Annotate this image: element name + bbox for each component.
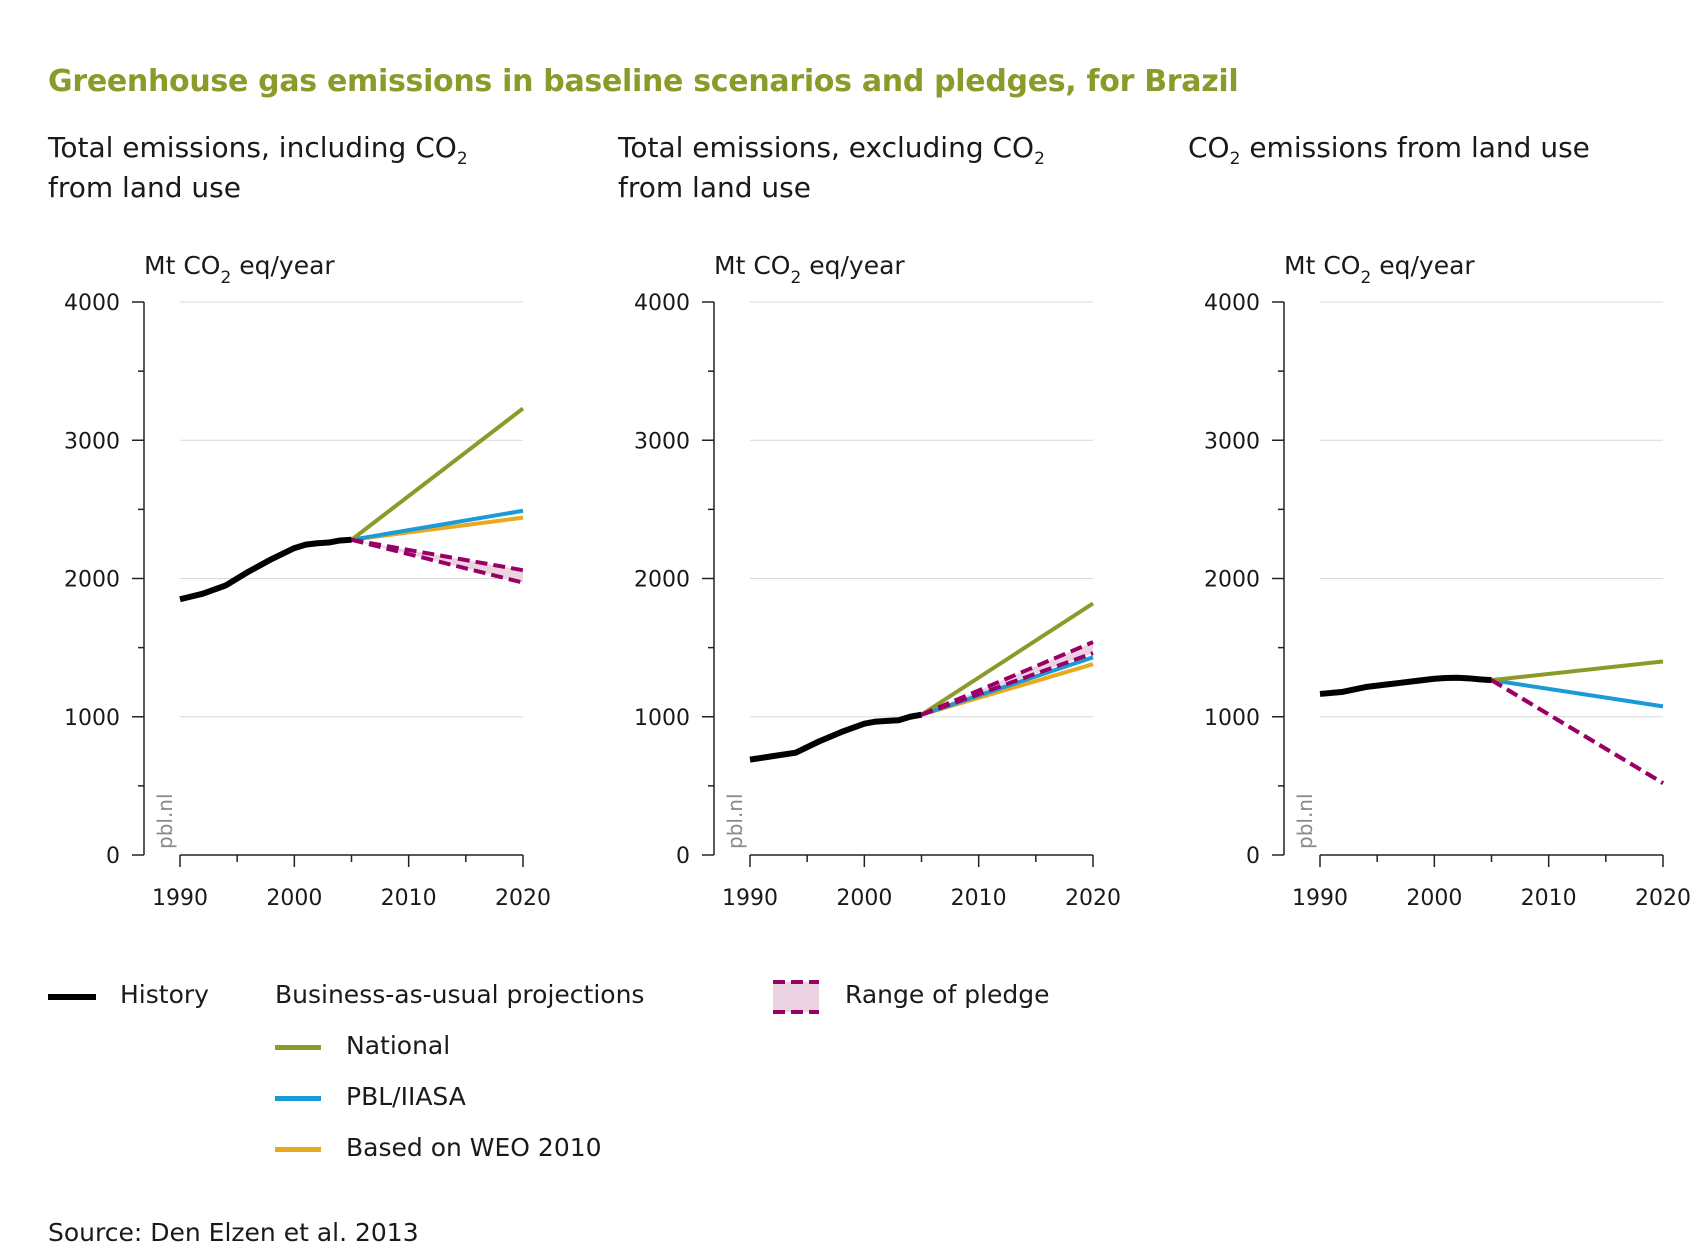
y-tick-label: 1000: [64, 706, 120, 731]
y-tick-label: 1000: [634, 706, 690, 731]
legend-national-swatch: [275, 1045, 321, 1050]
x-tick-label: 2020: [1065, 886, 1121, 911]
x-tick-label: 1990: [152, 886, 208, 911]
legend-weo: Based on WEO 2010: [346, 1133, 602, 1162]
series-national: [1491, 659, 1664, 683]
series-pbl-iiasa: [351, 508, 524, 542]
legend-pbl-swatch: [275, 1096, 321, 1101]
x-tick-label: 2000: [1406, 886, 1462, 911]
x-tick-label: 1990: [722, 886, 778, 911]
panel-title-3-sub: 2: [1229, 149, 1241, 169]
panel-title-1-pre: Total emissions, including CO: [48, 131, 457, 164]
y-axis-label: Mt CO2 eq/year: [1284, 251, 1475, 288]
y-tick-label: 4000: [634, 291, 690, 316]
y-tick-label: 3000: [634, 429, 690, 454]
series-history: [1319, 674, 1492, 697]
panel-title-2-post: from land use: [618, 171, 811, 204]
y-tick-label: 2000: [64, 568, 120, 593]
x-tick-label: 2000: [266, 886, 322, 911]
y-tick-label: 0: [676, 844, 690, 869]
panel-title-2-pre: Total emissions, excluding CO: [618, 131, 1035, 164]
legend-pbl-iiasa: PBL/IIASA: [346, 1082, 466, 1111]
panel-title-1: Total emissions, including CO2 from land…: [48, 128, 468, 208]
y-tick-label: 0: [106, 844, 120, 869]
legend-bau-heading: Business-as-usual projections: [275, 980, 645, 1009]
source-note: Source: Den Elzen et al. 2013: [48, 1218, 419, 1247]
legend-weo-swatch: [275, 1147, 321, 1152]
panel-title-3-pre: CO: [1188, 131, 1230, 164]
legend-pledge-swatch: [773, 980, 819, 1014]
y-tick-label: 1000: [1204, 706, 1260, 731]
legend-history-swatch: [48, 994, 96, 1000]
watermark: pbl.nl: [153, 793, 177, 849]
watermark: pbl.nl: [723, 793, 747, 849]
x-tick-label: 2010: [381, 886, 437, 911]
y-tick-label: 3000: [1204, 429, 1260, 454]
x-tick-label: 2010: [1521, 886, 1577, 911]
panel-title-2: Total emissions, excluding CO2 from land…: [618, 128, 1045, 208]
y-tick-label: 2000: [1204, 568, 1260, 593]
chart-panel-3: 0 1000 2000 3000 4000 1990 2000 2010 2020 Mt CO2 …: [1204, 251, 1691, 911]
y-tick-label: 4000: [64, 291, 120, 316]
pledge-upper: [351, 537, 524, 573]
series-history: [179, 536, 352, 603]
legend-national: National: [346, 1031, 451, 1060]
pledge-upper: [920, 640, 1094, 717]
x-tick-label: 2020: [1635, 886, 1691, 911]
y-tick-label: 4000: [1204, 291, 1260, 316]
y-tick-label: 0: [1246, 844, 1260, 869]
watermark: pbl.nl: [1293, 793, 1317, 849]
x-tick-label: 1990: [1292, 886, 1348, 911]
pledge-lower: [351, 537, 524, 585]
legend-history: History: [120, 980, 209, 1009]
pledge-lower: [920, 651, 1094, 717]
y-tick-label: 2000: [634, 568, 690, 593]
x-tick-label: 2020: [495, 886, 551, 911]
series-national: [920, 601, 1095, 717]
chart-panel-2: 0 1000 2000 3000 4000 1990 2000 2010 2020 Mt CO2 …: [634, 251, 1121, 911]
x-tick-label: 2000: [836, 886, 892, 911]
pledge-lower: [1490, 678, 1665, 785]
series-national: [350, 406, 525, 542]
panel-title-1-sub: 2: [456, 149, 468, 169]
x-tick-label: 2010: [951, 886, 1007, 911]
panel-title-3-post: emissions from land use: [1240, 131, 1590, 164]
panel-title-2-sub: 2: [1034, 149, 1045, 169]
panel-title-3: CO2 emissions from land use: [1188, 128, 1590, 168]
y-tick-label: 3000: [64, 429, 120, 454]
series-history: [749, 711, 923, 763]
y-axis-label: Mt CO2 eq/year: [144, 251, 335, 288]
chart-panel-1: 0 1000 2000 3000 4000 1990 2000 2010 2020 Mt CO2 …: [64, 251, 551, 911]
series-pbl-iiasa: [1491, 678, 1664, 709]
panel-title-1-post: from land use: [48, 171, 241, 204]
chart-title: Greenhouse gas emissions in baseline sce…: [48, 64, 1239, 99]
legend-pledge: Range of pledge: [845, 980, 1050, 1009]
y-axis-label: Mt CO2 eq/year: [714, 251, 905, 288]
